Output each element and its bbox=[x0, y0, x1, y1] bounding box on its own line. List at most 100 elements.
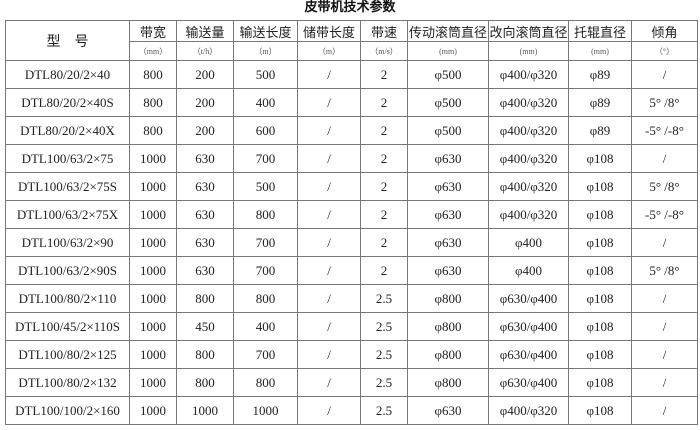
table-cell: 700 bbox=[233, 256, 298, 285]
column-header: 带速 bbox=[360, 20, 408, 42]
table-cell: 1000 bbox=[129, 284, 177, 313]
model-cell: DTL100/63/2×75S bbox=[5, 172, 130, 201]
table-cell: 1000 bbox=[129, 228, 177, 257]
column-unit: (mm) bbox=[488, 41, 569, 61]
spec-table: 型 号带宽 输送量 输送长度 储带长度 带速 传动滚筒直径 改向滚筒直径 托辊直径 倾角 （mm）… bbox=[5, 20, 698, 425]
table-cell: 800 bbox=[176, 340, 234, 369]
model-cell: DTL100/63/2×90S bbox=[5, 256, 130, 285]
table-cell: φ630 bbox=[407, 396, 489, 425]
table-cell: 1000 bbox=[176, 396, 234, 425]
table-cell: φ108 bbox=[568, 144, 632, 173]
table-cell: φ400/φ320 bbox=[488, 116, 569, 145]
table-cell: / bbox=[631, 368, 698, 397]
column-header: 改向滚筒直径 bbox=[488, 20, 569, 42]
table-cell: 630 bbox=[176, 256, 234, 285]
table-cell: φ108 bbox=[568, 200, 632, 229]
table-cell: 2.5 bbox=[360, 340, 408, 369]
table-cell: / bbox=[297, 172, 361, 201]
model-cell: DTL80/20/2×40S bbox=[5, 88, 130, 117]
table-cell: 450 bbox=[176, 312, 234, 341]
table-cell: / bbox=[297, 60, 361, 89]
table-cell: -5° /-8° bbox=[631, 200, 698, 229]
model-cell: DTL100/100/2×160 bbox=[5, 396, 130, 425]
table-cell: 2 bbox=[360, 88, 408, 117]
column-header: 倾角 bbox=[631, 20, 698, 42]
page-title: 皮带机技术参数 bbox=[304, 0, 396, 15]
table-cell: 1000 bbox=[233, 396, 298, 425]
table-cell: 630 bbox=[176, 200, 234, 229]
table-row: DTL100/63/2×75 1000 630 700/2 φ630 φ400/φ320 φ… bbox=[5, 144, 698, 173]
table-cell: 1000 bbox=[129, 368, 177, 397]
table-cell: 400 bbox=[233, 312, 298, 341]
table-cell: φ630/φ400 bbox=[488, 312, 569, 341]
table-cell: 2 bbox=[360, 172, 408, 201]
table-cell: φ400/φ320 bbox=[488, 396, 569, 425]
table-cell: φ630 bbox=[407, 172, 489, 201]
table-cell: φ400/φ320 bbox=[488, 60, 569, 89]
table-cell: 1000 bbox=[129, 200, 177, 229]
table-cell: / bbox=[631, 284, 698, 313]
table-cell: 2.5 bbox=[360, 312, 408, 341]
column-header: 带宽 bbox=[129, 20, 177, 42]
table-cell: φ630 bbox=[407, 256, 489, 285]
column-header: 型 号 bbox=[5, 20, 130, 61]
model-cell: DTL100/80/2×132 bbox=[5, 368, 130, 397]
column-header: 输送长度 bbox=[233, 20, 298, 42]
table-cell: 2.5 bbox=[360, 396, 408, 425]
table-cell: φ630 bbox=[407, 144, 489, 173]
table-cell: φ108 bbox=[568, 312, 632, 341]
table-row: DTL100/63/2×75S 1000 630 500/2 φ630 φ400/φ320… bbox=[5, 172, 698, 201]
table-cell: / bbox=[297, 256, 361, 285]
table-cell: 2 bbox=[360, 256, 408, 285]
table-cell: / bbox=[631, 60, 698, 89]
table-cell: / bbox=[297, 396, 361, 425]
table-cell: 200 bbox=[176, 116, 234, 145]
table-cell: 2.5 bbox=[360, 284, 408, 313]
model-cell: DTL100/63/2×75 bbox=[5, 144, 130, 173]
table-cell: φ108 bbox=[568, 284, 632, 313]
table-cell: φ400/φ320 bbox=[488, 172, 569, 201]
column-unit: （°） bbox=[631, 41, 698, 61]
table-cell: / bbox=[297, 340, 361, 369]
table-cell: φ630 bbox=[407, 200, 489, 229]
table-cell: φ400 bbox=[488, 228, 569, 257]
table-row: DTL100/100/2×160 1000 1000 1000/2.5 φ630 φ400… bbox=[5, 396, 698, 425]
table-cell: / bbox=[631, 340, 698, 369]
table-cell: 800 bbox=[233, 200, 298, 229]
table-cell: 800 bbox=[176, 368, 234, 397]
table-cell: 5° /8° bbox=[631, 88, 698, 117]
table-row: DTL100/45/2×110S 1000 450 400/2.5 φ800 φ630/φ… bbox=[5, 312, 698, 341]
column-header: 储带长度 bbox=[297, 20, 361, 42]
table-cell: φ800 bbox=[407, 340, 489, 369]
table-cell: 800 bbox=[129, 88, 177, 117]
table-cell: 1000 bbox=[129, 312, 177, 341]
table-cell: φ500 bbox=[407, 88, 489, 117]
column-unit: （m） bbox=[233, 41, 298, 61]
table-cell: φ630/φ400 bbox=[488, 340, 569, 369]
table-row: DTL100/63/2×75X 1000 630 800/2 φ630 φ400/φ320… bbox=[5, 200, 698, 229]
table-cell: 500 bbox=[233, 60, 298, 89]
table-cell: φ108 bbox=[568, 340, 632, 369]
table-cell: 2 bbox=[360, 144, 408, 173]
table-cell: 630 bbox=[176, 172, 234, 201]
column-header: 传动滚筒直径 bbox=[407, 20, 489, 42]
table-cell: / bbox=[631, 396, 698, 425]
table-row: DTL100/80/2×132 1000 800 800/2.5 φ800 φ630/φ4… bbox=[5, 368, 698, 397]
table-row: DTL80/20/2×40S 800 200 400/2 φ500 φ400/φ320 φ8… bbox=[5, 88, 698, 117]
table-cell: 800 bbox=[233, 284, 298, 313]
table-cell: 2 bbox=[360, 228, 408, 257]
table-cell: 2 bbox=[360, 60, 408, 89]
column-unit: (mm) bbox=[568, 41, 632, 61]
table-cell: 700 bbox=[233, 144, 298, 173]
table-cell: 630 bbox=[176, 144, 234, 173]
table-cell: / bbox=[297, 200, 361, 229]
table-cell: 700 bbox=[233, 228, 298, 257]
table-cell: 800 bbox=[176, 284, 234, 313]
table-cell: 800 bbox=[129, 116, 177, 145]
table-cell: 200 bbox=[176, 88, 234, 117]
column-header: 托辊直径 bbox=[568, 20, 632, 42]
table-cell: φ108 bbox=[568, 256, 632, 285]
table-cell: 1000 bbox=[129, 340, 177, 369]
table-cell: 1000 bbox=[129, 256, 177, 285]
table-cell: φ630/φ400 bbox=[488, 284, 569, 313]
